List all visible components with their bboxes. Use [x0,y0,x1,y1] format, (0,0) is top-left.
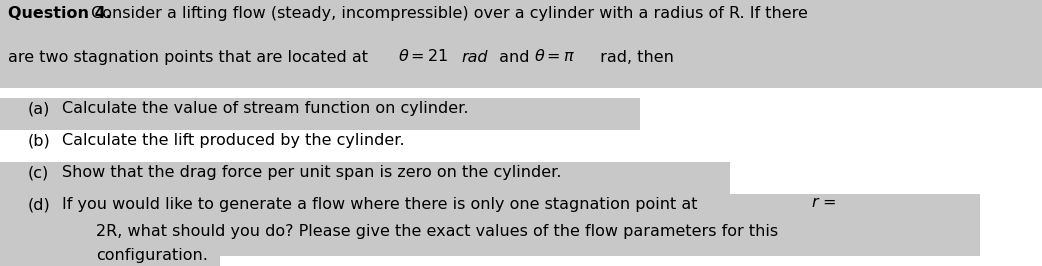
Text: rad, then: rad, then [595,50,674,65]
Bar [0,44,1042,88]
Text: and: and [494,50,535,65]
Bar [0,88,1042,98]
Text: Question 4.: Question 4. [8,6,111,21]
Text: $\theta = \pi$: $\theta = \pi$ [534,48,575,64]
Text: are two stagnation points that are located at: are two stagnation points that are locat… [8,50,373,65]
Text: 2R, what should you do? Please give the exact values of the flow parameters for : 2R, what should you do? Please give the … [96,224,778,239]
Bar [0,162,730,194]
Bar [0,98,640,130]
Bar [0,0,1042,44]
Text: Calculate the lift produced by the cylinder.: Calculate the lift produced by the cylin… [63,133,404,148]
Text: (d): (d) [28,197,51,212]
Text: configuration.: configuration. [96,248,207,263]
Text: Consider a lifting flow (steady, incompressible) over a cylinder with a radius o: Consider a lifting flow (steady, incompr… [86,6,808,21]
Text: $r$ =: $r$ = [811,195,837,210]
Text: (a): (a) [28,101,50,116]
Text: (c): (c) [28,165,49,180]
Text: (b): (b) [28,133,51,148]
Text: Show that the drag force per unit span is zero on the cylinder.: Show that the drag force per unit span i… [63,165,562,180]
Bar [0,194,979,228]
Bar [0,228,979,256]
Text: rad: rad [461,50,488,65]
Bar [0,256,220,266]
Text: If you would like to generate a flow where there is only one stagnation point at: If you would like to generate a flow whe… [63,197,702,212]
Bar [0,130,540,162]
Text: Calculate the value of stream function on cylinder.: Calculate the value of stream function o… [63,101,469,116]
Text: $\theta = 21$: $\theta = 21$ [398,48,448,64]
